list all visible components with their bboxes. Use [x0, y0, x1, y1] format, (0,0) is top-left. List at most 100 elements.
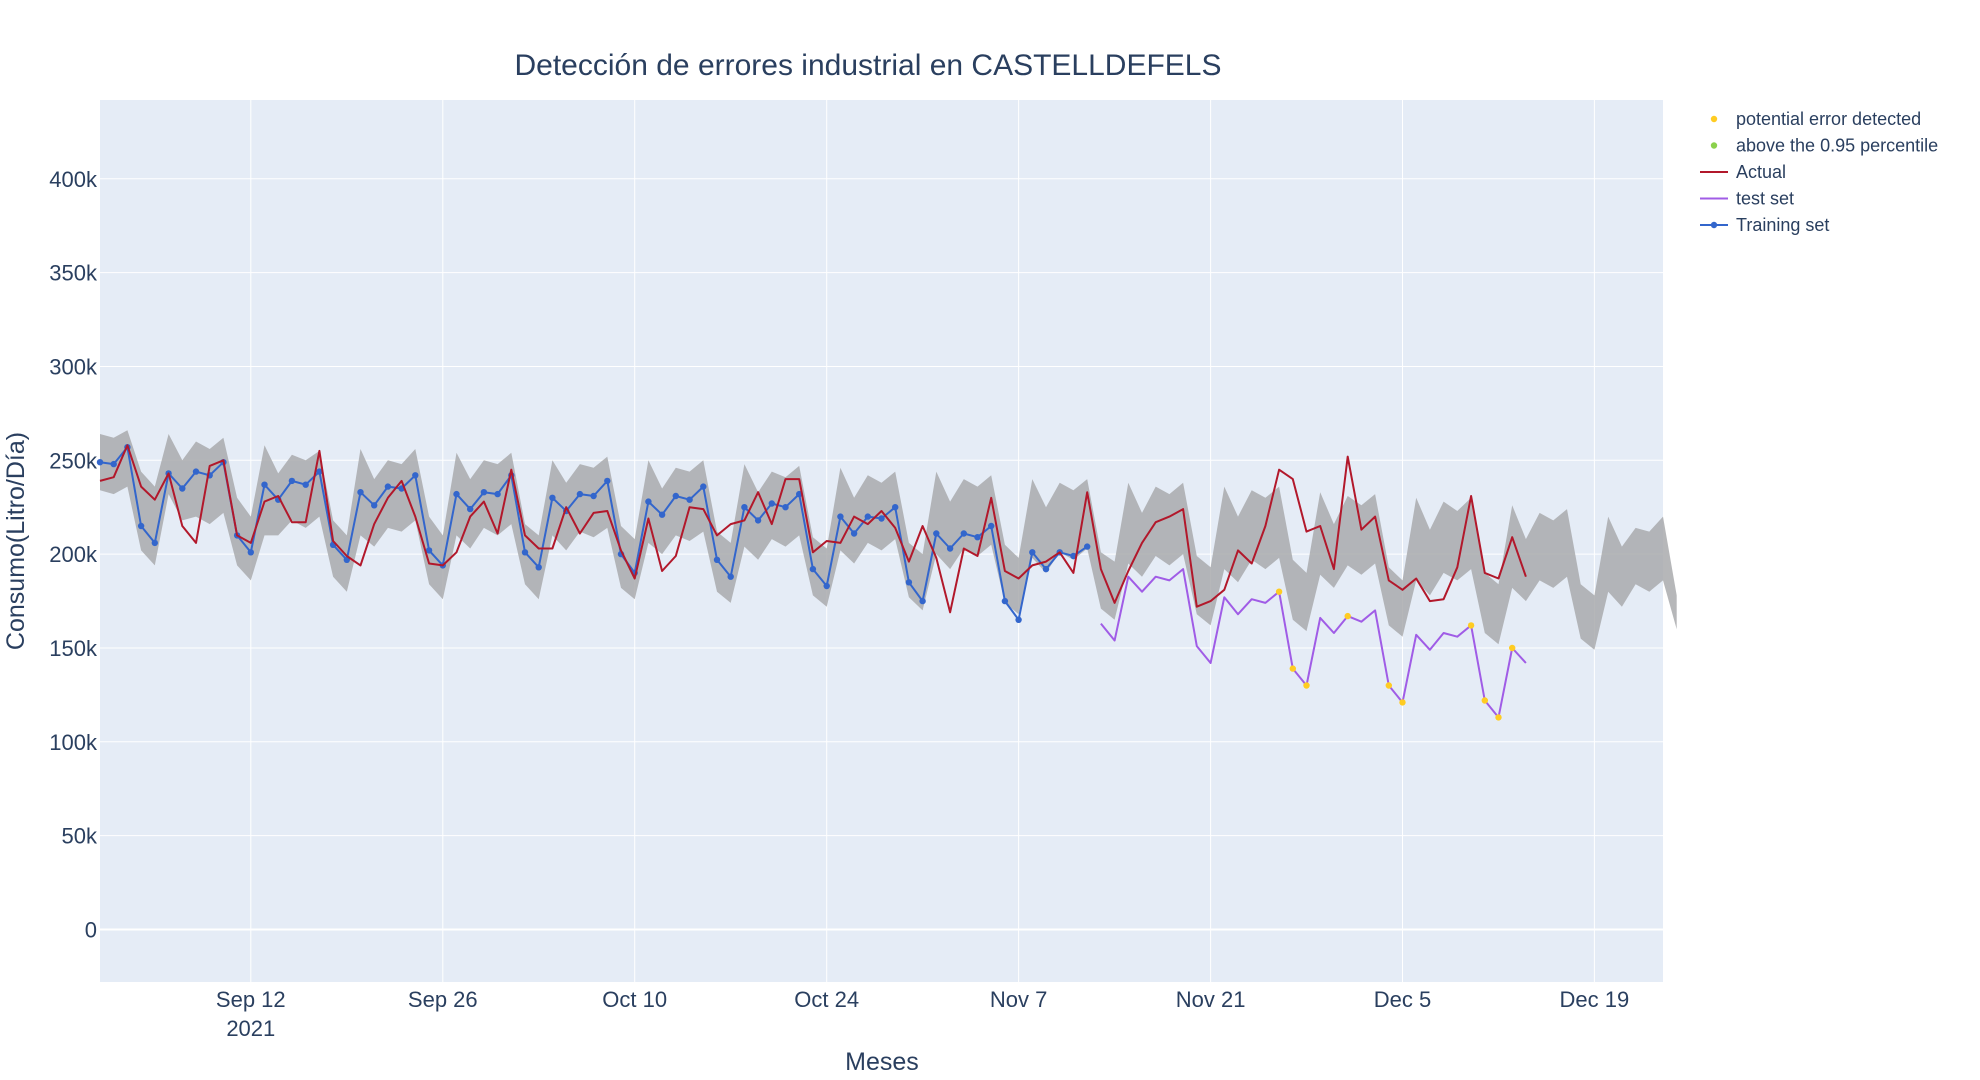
training-point — [837, 513, 844, 520]
training-point — [576, 490, 584, 498]
y-tick-label: 100k — [49, 730, 98, 755]
training-point — [604, 477, 611, 485]
training-point — [754, 517, 762, 524]
training-point — [549, 494, 556, 501]
training-point — [412, 472, 419, 479]
training-point — [453, 490, 460, 498]
legend-swatch — [1710, 115, 1718, 123]
training-point — [672, 492, 679, 500]
y-tick-label: 400k — [49, 167, 98, 192]
training-point — [823, 582, 830, 590]
training-point — [425, 547, 433, 554]
training-point — [658, 511, 666, 518]
error-point — [1509, 644, 1516, 652]
legend-label: Training set — [1736, 215, 1829, 235]
error-point — [1344, 612, 1351, 620]
training-point — [110, 460, 117, 468]
training-point — [809, 565, 817, 573]
legend-item[interactable]: Training set — [1700, 215, 1829, 235]
training-point — [590, 492, 597, 500]
training-point — [905, 579, 913, 586]
training-point — [878, 515, 885, 522]
x-tick-label: Dec 5 — [1374, 987, 1431, 1012]
training-point — [137, 522, 145, 530]
error-point — [1467, 622, 1475, 629]
training-point — [384, 483, 392, 490]
series-line-actual — [99, 444, 1527, 614]
x-tick-label: Sep 26 — [408, 987, 478, 1012]
error-point — [1289, 665, 1297, 672]
chart-title: Detección de errores industrial en CASTE… — [515, 49, 1222, 82]
confidence-band-area — [100, 430, 1677, 650]
training-point — [1084, 543, 1091, 550]
legend-swatch-marker — [1710, 221, 1718, 229]
training-point — [850, 530, 858, 537]
legend-item[interactable]: potential error detected — [1710, 109, 1921, 129]
x-tick-label: Nov 21 — [1176, 987, 1246, 1012]
series-line-test-set — [1100, 568, 1527, 719]
x-tick-label: Nov 7 — [990, 987, 1047, 1012]
training-point — [467, 505, 474, 513]
training-point — [1015, 616, 1022, 623]
training-point — [371, 502, 378, 509]
legend-item[interactable]: above the 0.95 percentile — [1710, 136, 1938, 156]
x-axis-title: Meses — [845, 1048, 919, 1076]
y-tick-label: 300k — [49, 355, 98, 380]
training-point — [1042, 565, 1050, 573]
training-point — [727, 573, 734, 580]
training-point — [686, 496, 693, 503]
legend: potential error detected above the 0.95 p… — [1700, 109, 1938, 235]
training-point — [521, 549, 529, 556]
training-point — [288, 477, 296, 485]
plot-area — [96, 100, 1677, 982]
training-point — [179, 485, 186, 492]
x-tick-label: Oct 10 — [602, 987, 667, 1012]
y-tick-label: 350k — [49, 261, 98, 286]
training-point — [535, 564, 542, 571]
training-point — [494, 490, 501, 498]
training-point — [1029, 549, 1036, 556]
training-point — [960, 530, 967, 537]
training-point — [96, 459, 104, 466]
training-point — [974, 534, 981, 541]
error-point — [1275, 588, 1283, 595]
legend-label: above the 0.95 percentile — [1736, 136, 1938, 156]
training-point — [741, 504, 748, 511]
y-tick-label: 200k — [49, 542, 98, 567]
legend-swatch — [1710, 142, 1718, 149]
training-point — [316, 468, 323, 475]
x-tick-label: Dec 19 — [1560, 987, 1630, 1012]
training-point — [768, 500, 775, 507]
training-point — [933, 530, 940, 537]
x-tick-label: Sep 12 — [216, 987, 286, 1012]
x-tick-label: Oct 24 — [794, 987, 859, 1012]
y-axis: 0 50k 100k 150k 200k 250k 300k 350k 400k — [49, 167, 98, 943]
legend-item[interactable]: Actual — [1700, 162, 1786, 182]
training-point — [192, 468, 200, 475]
training-point — [988, 522, 995, 530]
training-point — [946, 545, 954, 552]
training-point — [864, 513, 871, 520]
error-point — [1481, 697, 1489, 704]
error-point — [1385, 682, 1393, 689]
training-point — [919, 597, 926, 605]
training-point — [713, 556, 721, 563]
error-point — [1399, 699, 1406, 706]
confidence-band — [100, 430, 1677, 650]
legend-label: test set — [1736, 189, 1794, 209]
training-point — [480, 489, 488, 496]
training-point — [700, 483, 707, 490]
training-point — [892, 504, 899, 511]
training-point — [1070, 552, 1077, 560]
error-point — [1495, 714, 1502, 721]
training-point — [302, 481, 309, 488]
y-tick-label: 250k — [49, 448, 98, 473]
training-point — [1001, 597, 1009, 605]
y-tick-label: 50k — [62, 824, 98, 849]
x-tick-sublabel: 2021 — [226, 1016, 275, 1041]
legend-item[interactable]: test set — [1700, 189, 1794, 209]
y-tick-label: 150k — [49, 636, 98, 661]
training-point — [645, 498, 652, 505]
legend-label: Actual — [1736, 162, 1786, 182]
